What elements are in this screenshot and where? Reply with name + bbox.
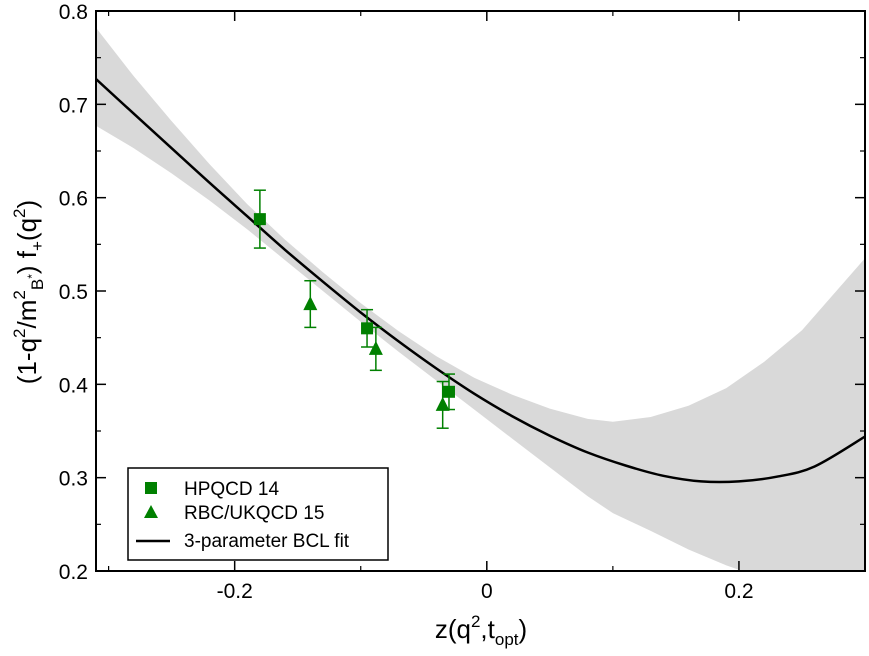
y-label-part2: /m — [12, 300, 42, 329]
y-label-sup2: 2 — [10, 290, 29, 299]
y-label-sub2: B — [28, 279, 47, 290]
hpqcd-point — [442, 385, 455, 398]
rbc-point — [435, 396, 450, 411]
y-label-part1: (1-q — [12, 338, 42, 384]
rbc-point — [303, 296, 318, 311]
legend-square-marker — [145, 482, 157, 494]
legend-label-fit: 3-parameter BCL fit — [184, 531, 350, 552]
hpqcd-point — [361, 322, 374, 335]
y-tick-label: 0.3 — [59, 468, 88, 491]
x-label-main: z(q — [435, 614, 471, 644]
fit-curve — [96, 78, 865, 484]
legend-triangle-marker — [144, 505, 158, 518]
y-tick-label: 0.4 — [59, 374, 89, 397]
x-label-mid: ,t — [480, 614, 495, 644]
y-tick-label: 0.7 — [59, 94, 88, 117]
fit-error-band — [96, 27, 865, 571]
y-tick-label: 0.5 — [59, 281, 88, 304]
x-label-sub: opt — [495, 630, 519, 649]
rbc-point — [368, 340, 383, 355]
y-label-part4: (q — [12, 218, 42, 241]
legend: HPQCD 14 RBC/UKQCD 15 3-parameter BCL fi… — [127, 467, 389, 561]
x-label-end: ) — [519, 614, 528, 644]
y-tick-label: 0.8 — [59, 1, 88, 24]
y-tick-label: 0.2 — [59, 561, 88, 584]
y-label-sup1: 2 — [10, 328, 29, 337]
y-label-sub2-star: * — [25, 274, 39, 279]
y-label-sup4: 2 — [10, 208, 29, 217]
y-axis-label: (1-q2/m2B*) f+(q2) — [10, 200, 47, 384]
legend-label-rbc: RBC/UKQCD 15 — [184, 503, 324, 524]
x-label-sup: 2 — [471, 612, 480, 631]
x-tick-label: 0.2 — [724, 580, 753, 603]
y-label-part3: ) f — [12, 250, 42, 274]
y-tick-label: 0.6 — [59, 188, 88, 211]
x-tick-label: 0 — [481, 580, 493, 603]
x-tick-label: -0.2 — [217, 580, 253, 603]
legend-box — [127, 467, 389, 561]
x-axis-label: z(q2,topt) — [435, 612, 527, 649]
hpqcd-point — [253, 213, 266, 226]
y-label-sub3: + — [28, 241, 47, 251]
y-label-part5: ) — [12, 200, 42, 209]
legend-label-hpqcd: HPQCD 14 — [184, 479, 279, 500]
